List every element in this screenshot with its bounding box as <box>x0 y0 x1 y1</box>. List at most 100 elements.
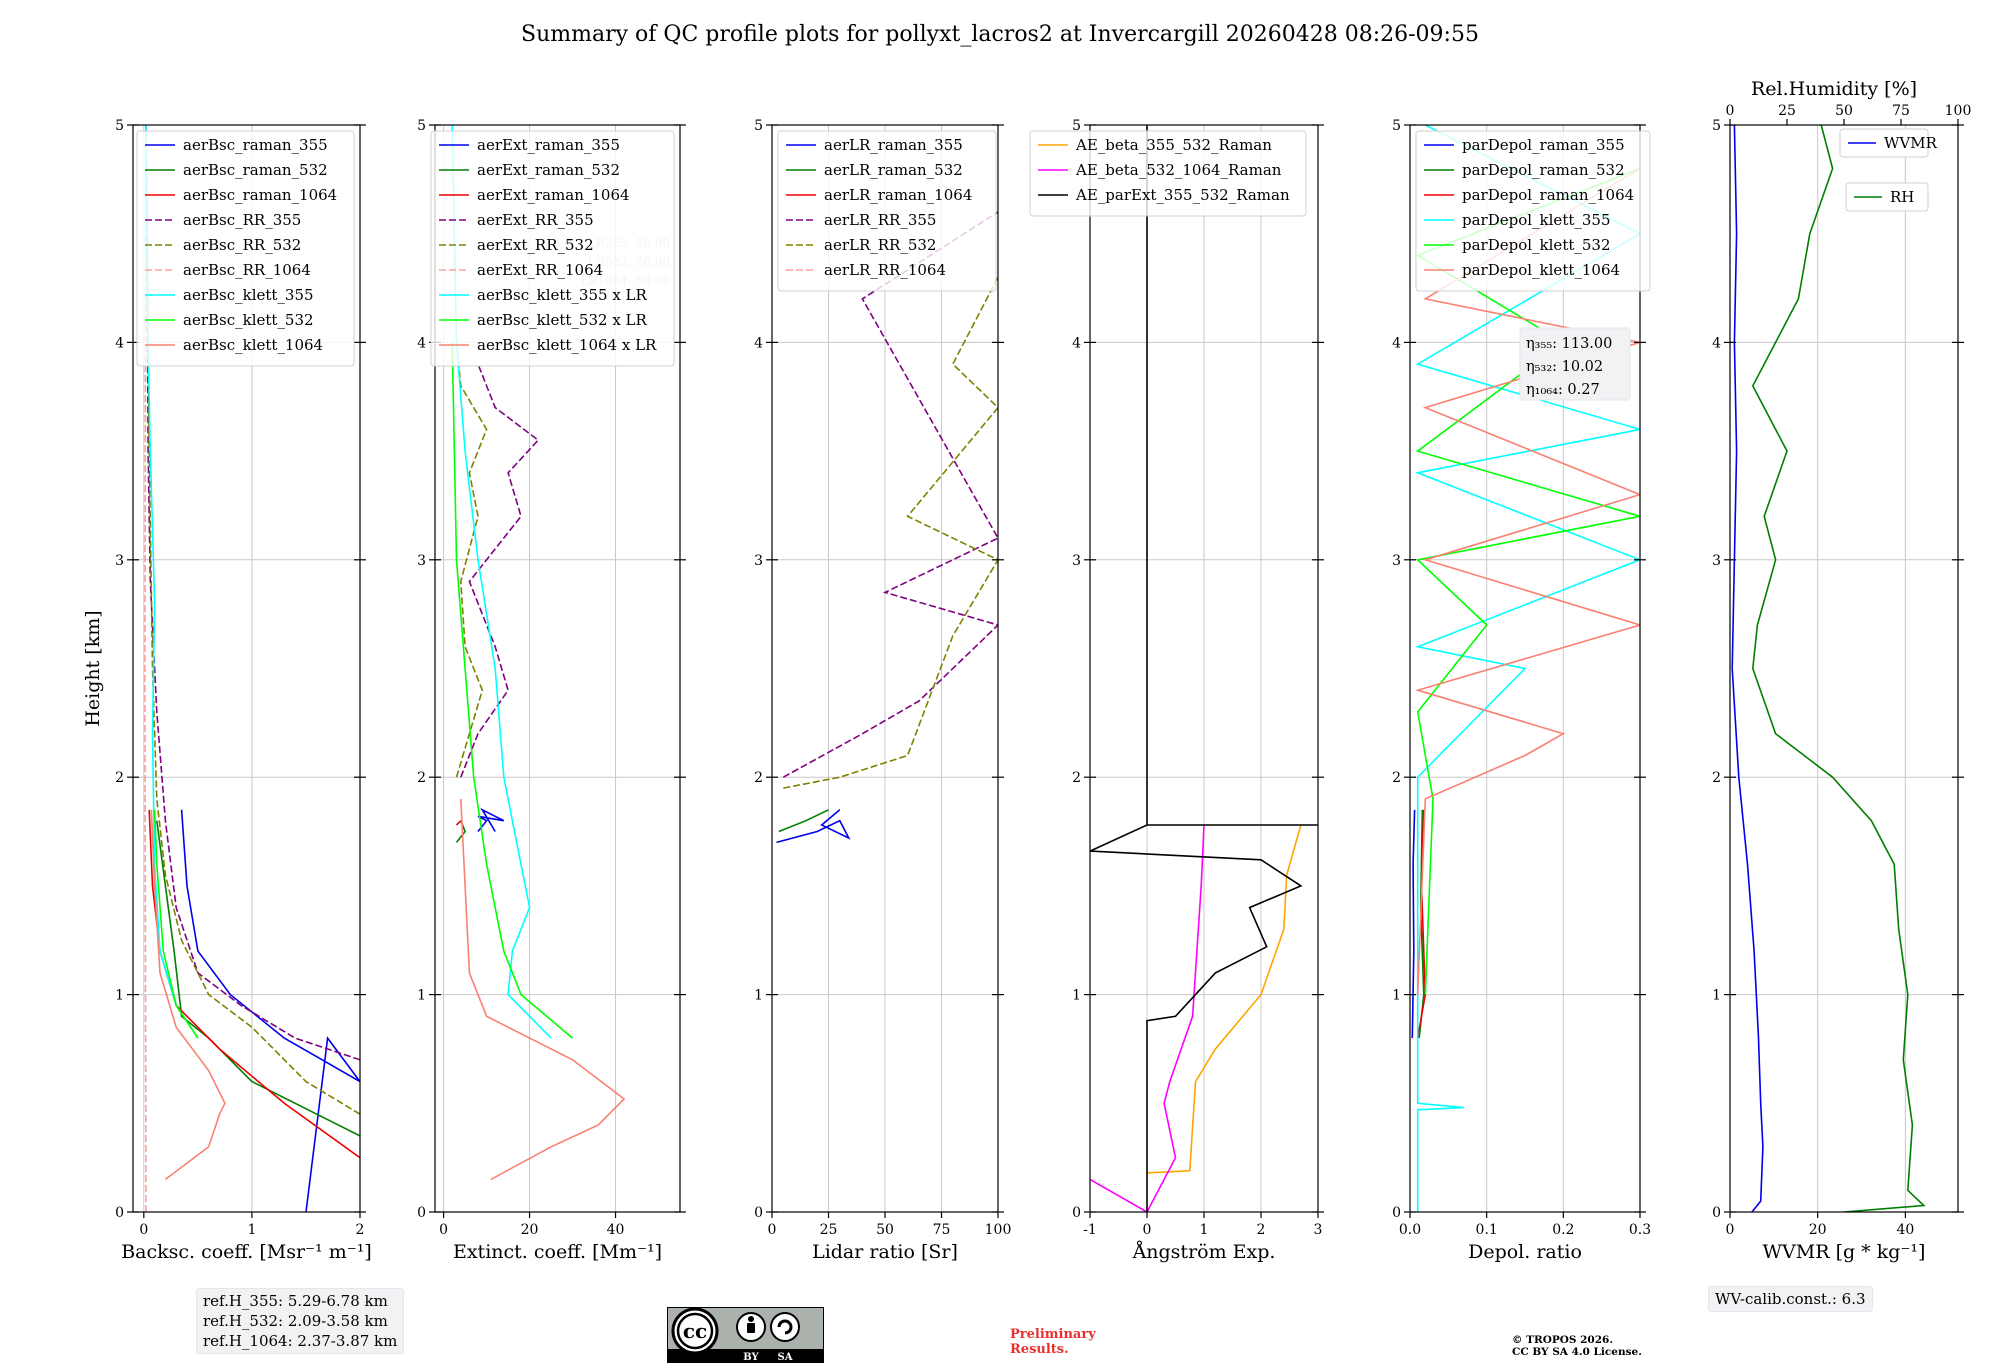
x-tick-label: 75 <box>933 1222 951 1238</box>
y-tick-label: 5 <box>1392 118 1401 134</box>
legend-box-wvmr <box>1839 128 1929 158</box>
plot-area <box>144 125 360 1212</box>
y-tick-label: 4 <box>115 335 124 351</box>
y-tick-label: 3 <box>417 553 426 569</box>
legend-label: aerBsc_raman_1064 <box>183 186 337 204</box>
legend-label: aerLR_RR_532 <box>824 236 936 254</box>
legend-box <box>1029 130 1307 217</box>
series-line-aerlr-rr-355 <box>782 211 998 778</box>
y-tick-label: 0 <box>1392 1205 1401 1221</box>
y-tick-label: 0 <box>417 1205 426 1221</box>
eta-value: η₁₀₆₄: 0.27 <box>1526 382 1600 398</box>
legend-label: aerBsc_klett_1064 <box>183 336 323 354</box>
legend-label: WVMR <box>1884 134 1938 152</box>
legend-label: parDepol_raman_532 <box>1462 161 1625 179</box>
x-axis-label: Depol. ratio <box>1468 1241 1582 1263</box>
x-tick-label: 3 <box>1314 1222 1323 1238</box>
eta-annotation-box <box>1519 327 1631 401</box>
y-tick-label: 2 <box>754 770 763 786</box>
x-tick-label: 20 <box>521 1222 539 1238</box>
y-tick-label: 5 <box>1712 118 1721 134</box>
series-line-aerbsc-klett-1064-x-lr <box>460 798 626 1181</box>
legend-label: aerExt_raman_1064 <box>477 186 630 204</box>
legend-label: aerBsc_raman_355 <box>183 136 328 154</box>
series-line-aerlr-rr-532 <box>783 276 998 789</box>
y-tick-label: 0 <box>754 1205 763 1221</box>
ref-height-1064: ref.H_1064: 2.37-3.87 km <box>203 1332 398 1350</box>
y-tick-label: 1 <box>1072 988 1081 1004</box>
series-line-ae-beta-355-532-raman <box>1146 824 1302 1174</box>
legend-label: aerExt_raman_532 <box>477 161 620 179</box>
top-x-tick-label: 0 <box>1726 103 1735 119</box>
x-tick-label: 0 <box>439 1222 448 1238</box>
legend-box-rh <box>1845 182 1929 212</box>
series-line-aerbsc-rr-355 <box>145 125 360 1061</box>
legend-box <box>136 130 355 367</box>
x-tick-label: 40 <box>607 1222 625 1238</box>
series-line-aerlr-raman-355 <box>776 809 851 844</box>
x-axis-label: Ångström Exp. <box>1132 1241 1276 1263</box>
x-tick-label: 25 <box>820 1222 838 1238</box>
y-tick-label: 4 <box>754 335 763 351</box>
wv-calibration-box: WV-calib.const.: 6.3 <box>1708 1286 1873 1312</box>
series-line-ae-beta-532-1064-raman <box>1090 824 1205 1212</box>
top-axis-label: Rel.Humidity [%] <box>1751 78 1917 100</box>
series-line-pardepol-raman-355 <box>1411 809 1416 1039</box>
top-x-tick-label: 25 <box>1778 103 1796 119</box>
x-tick-label: 0.1 <box>1476 1222 1498 1238</box>
legend-label: aerLR_raman_532 <box>824 161 963 179</box>
series-line-aerext-rr-355 <box>460 363 540 778</box>
y-tick-label: 0 <box>1712 1205 1721 1221</box>
cc-sa-label: SA <box>778 1352 793 1363</box>
y-tick-label: 2 <box>1392 770 1401 786</box>
y-tick-label: 3 <box>1712 553 1721 569</box>
legend-box <box>430 130 675 367</box>
y-tick-label: 5 <box>417 118 426 134</box>
x-tick-label: 0 <box>1726 1222 1735 1238</box>
y-tick-label: 2 <box>115 770 124 786</box>
y-tick-label: 0 <box>115 1205 124 1221</box>
legend-label: aerBsc_RR_1064 <box>183 261 311 279</box>
axes-frame <box>132 124 361 1213</box>
series-line-wvmr <box>1731 125 1764 1212</box>
cc-by-sa-license-badge[interactable]: cc BY SA <box>667 1307 824 1363</box>
x-tick-label: 0 <box>1143 1222 1152 1238</box>
y-tick-label: 1 <box>417 988 426 1004</box>
legend-label: AE_parExt_355_532_Raman <box>1075 186 1290 204</box>
share-alike-icon-arc <box>777 1319 793 1335</box>
panel-depol: 0 1 2 3 4 5 0.0 0.1 0.2 0.3 Depol. ratio parDepol_r… <box>1392 118 1651 1263</box>
copyright-line-2: CC BY SA 4.0 License. <box>1512 1346 1642 1358</box>
legend-box <box>777 130 997 292</box>
eta-value: η₅₃₂: 10.02 <box>1526 359 1603 375</box>
legend-label: aerLR_RR_1064 <box>824 261 946 279</box>
series-line-aerbsc-klett-1064 <box>150 809 226 1181</box>
eta-value: η₃₅₅: 113.00 <box>1526 336 1612 352</box>
cc-badge-bar <box>668 1349 823 1362</box>
cc-logo-inner-ring <box>676 1312 714 1350</box>
plot-area <box>1731 125 1926 1212</box>
legend-label: aerLR_raman_1064 <box>824 186 972 204</box>
panel-backscatter: 0 1 2 3 4 5 0 1 2 Backsc. coeff. [Msr⁻¹ m⁻¹] Heigh… <box>82 118 372 1263</box>
legend-label: aerBsc_klett_532 <box>183 311 314 329</box>
legend-label: parDepol_klett_1064 <box>1462 261 1620 279</box>
axes-frame <box>1729 124 1959 1213</box>
series-line-aerbsc-klett-355-x-lr <box>451 125 552 1039</box>
series-line-aerlr-raman-532 <box>778 809 829 833</box>
series-line-aerbsc-rr-532 <box>145 125 360 1115</box>
wv-calibration-constant: WV-calib.const.: 6.3 <box>1715 1290 1866 1308</box>
series-line-aerext-raman-355 <box>477 807 505 832</box>
copyright-line-1: © TROPOS 2026. <box>1512 1334 1614 1346</box>
legend-label: aerBsc_klett_1064 x LR <box>477 336 657 354</box>
attribution-icon-body <box>747 1323 755 1333</box>
legend-label: aerBsc_klett_355 x LR <box>477 286 648 304</box>
reference-heights-box: ref.H_355: 5.29-6.78 km ref.H_532: 2.09-… <box>196 1288 405 1354</box>
legend-label: AE_beta_532_1064_Raman <box>1075 161 1282 179</box>
y-tick-label: 3 <box>1392 553 1401 569</box>
plot-area <box>1090 125 1318 1212</box>
plot-area <box>451 125 626 1181</box>
series-line-aerbsc-raman-1064 <box>148 809 360 1159</box>
legend-label: parDepol_klett_532 <box>1462 236 1611 254</box>
